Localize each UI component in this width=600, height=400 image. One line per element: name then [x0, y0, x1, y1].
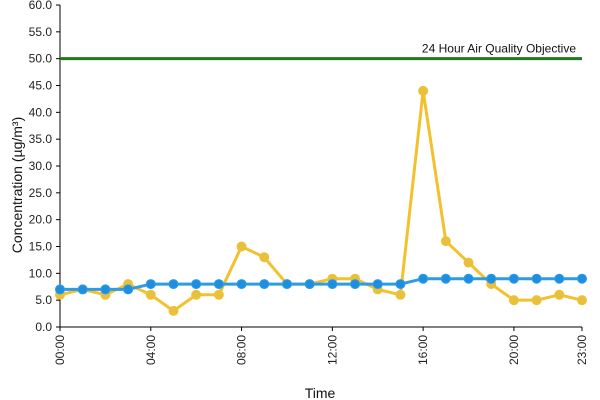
y-tick-label: 25.0 — [29, 186, 53, 200]
series-1-point — [463, 257, 474, 268]
y-tick-label: 10.0 — [29, 266, 53, 280]
y-tick-label: 60.0 — [29, 0, 53, 12]
series-1-point — [440, 236, 451, 247]
x-tick-label: 00:00 — [53, 335, 67, 365]
series-2-point — [531, 273, 542, 284]
series-1-point — [418, 85, 429, 96]
x-axis-title: Time — [305, 385, 336, 400]
series-1-point — [236, 241, 247, 252]
series-2-point — [463, 273, 474, 284]
y-tick-label: 40.0 — [29, 105, 53, 119]
y-tick-label: 0.0 — [35, 320, 52, 334]
series-2-point — [259, 279, 270, 290]
y-tick-label: 20.0 — [29, 213, 53, 227]
series-2-point — [236, 279, 247, 290]
series-2-point — [100, 284, 111, 295]
series-1-point — [508, 295, 519, 306]
series-2-point — [554, 273, 565, 284]
series-2-point — [508, 273, 519, 284]
series-2-point — [372, 279, 383, 290]
series-1-point — [259, 252, 270, 263]
series-2-point — [440, 273, 451, 284]
series-2-point — [123, 284, 134, 295]
series-1-point — [554, 289, 565, 300]
series-2-point — [77, 284, 88, 295]
y-tick-label: 15.0 — [29, 240, 53, 254]
series-2-point — [350, 279, 361, 290]
series-2-point — [213, 279, 224, 290]
series-2-point — [577, 273, 587, 284]
y-tick-label: 50.0 — [29, 52, 53, 66]
x-tick-label: 16:00 — [416, 335, 430, 365]
series-1-point — [531, 295, 542, 306]
x-tick-label: 04:00 — [144, 335, 158, 365]
y-axis-title: Concentration (µg/m³) — [9, 117, 25, 253]
series-1-point — [577, 295, 587, 306]
series-2-point — [327, 279, 338, 290]
y-tick-label: 35.0 — [29, 132, 53, 146]
series-1-point — [213, 289, 224, 300]
reference-line-label: 24 Hour Air Quality Objective — [422, 42, 576, 56]
series-1-point — [191, 289, 202, 300]
series-1-point — [395, 289, 406, 300]
series-2-point — [486, 273, 497, 284]
series-2-point — [281, 279, 292, 290]
series-2-point — [55, 284, 65, 295]
series-2-point — [191, 279, 202, 290]
series-2-point — [304, 279, 315, 290]
y-tick-label: 45.0 — [29, 79, 53, 93]
x-tick-label: 23:00 — [575, 335, 589, 365]
y-tick-label: 30.0 — [29, 159, 53, 173]
series-2-point — [145, 279, 156, 290]
series-2-point — [418, 273, 429, 284]
series-2-point — [395, 279, 406, 290]
y-tick-label: 55.0 — [29, 25, 53, 39]
x-tick-label: 08:00 — [235, 335, 249, 365]
series-1-point — [168, 305, 179, 316]
x-tick-label: 20:00 — [507, 335, 521, 365]
series-2-point — [168, 279, 179, 290]
series-1-point — [145, 289, 156, 300]
y-tick-label: 5.0 — [35, 293, 52, 307]
x-tick-label: 12:00 — [325, 335, 339, 365]
